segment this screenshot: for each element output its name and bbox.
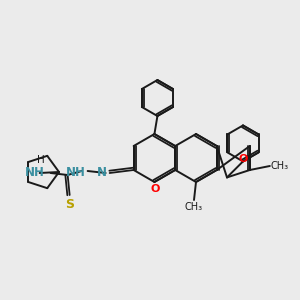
Text: O: O [238, 154, 248, 164]
Text: CH₃: CH₃ [271, 161, 289, 171]
Text: NH: NH [66, 166, 86, 178]
Text: N: N [97, 167, 106, 179]
Text: O: O [151, 184, 160, 194]
Text: CH₃: CH₃ [185, 202, 203, 212]
Text: H: H [37, 155, 44, 165]
Text: NH: NH [25, 167, 45, 179]
Text: S: S [65, 198, 74, 211]
